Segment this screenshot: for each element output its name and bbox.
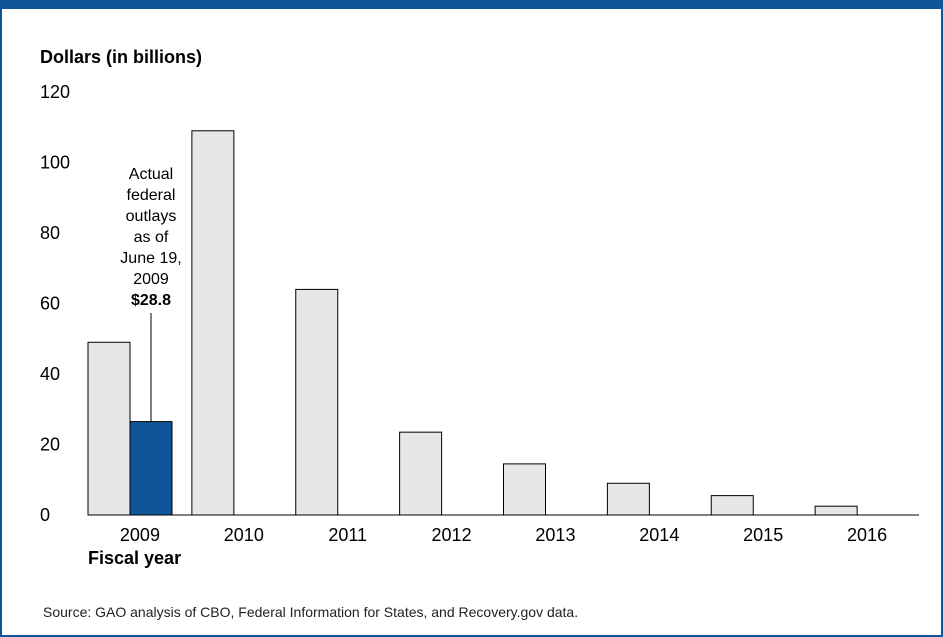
y-tick-label: 80 <box>40 223 60 243</box>
y-tick-label: 0 <box>40 505 50 525</box>
x-tick-label-2015: 2015 <box>743 525 783 545</box>
bar-2011 <box>295 288 339 516</box>
bar-actual-outlays-2009 <box>129 421 173 516</box>
bar-2016 <box>814 505 858 516</box>
annotation-line: Actual <box>129 166 173 183</box>
x-tick-label-2012: 2012 <box>432 525 472 545</box>
y-axis-ticks: 0 20 40 60 80 100 120 <box>40 82 70 525</box>
x-tick-label-2010: 2010 <box>224 525 264 545</box>
bar-2012 <box>399 431 443 516</box>
annotation-value: $28.8 <box>131 292 171 309</box>
y-tick-label: 40 <box>40 364 60 384</box>
y-tick-label: 120 <box>40 82 70 102</box>
bar-2010 <box>191 130 235 516</box>
y-tick-label: 100 <box>40 153 70 173</box>
source-note: Source: GAO analysis of CBO, Federal Inf… <box>43 604 579 620</box>
annotation-line: as of <box>134 229 169 246</box>
x-axis-ticks: 2009 2010 2011 2012 2013 2014 2015 2016 <box>120 525 887 545</box>
actual-outlays-annotation: Actual federal outlays as of June 19, 2009 $28… <box>120 166 182 422</box>
annotation-line: federal <box>127 187 176 204</box>
bar-chart: Dollars (in billions) 0 20 40 60 80 100 120 20… <box>40 47 919 568</box>
bar-2014 <box>606 482 650 516</box>
x-tick-label-2013: 2013 <box>535 525 575 545</box>
annotation-line: outlays <box>126 208 177 225</box>
y-tick-label: 20 <box>40 435 60 455</box>
x-axis-label: Fiscal year <box>88 548 181 568</box>
annotation-line: June 19, <box>120 250 181 267</box>
x-tick-label-2009: 2009 <box>120 525 160 545</box>
x-tick-label-2011: 2011 <box>328 525 367 545</box>
y-tick-label: 60 <box>40 294 60 314</box>
bar-2009 <box>87 341 131 516</box>
y-axis-label: Dollars (in billions) <box>40 47 202 67</box>
bar-2013 <box>503 463 546 516</box>
x-tick-label-2016: 2016 <box>847 525 887 545</box>
x-tick-label-2014: 2014 <box>639 525 679 545</box>
bars <box>87 130 858 516</box>
bar-2015 <box>710 495 754 516</box>
annotation-line: 2009 <box>133 271 169 288</box>
